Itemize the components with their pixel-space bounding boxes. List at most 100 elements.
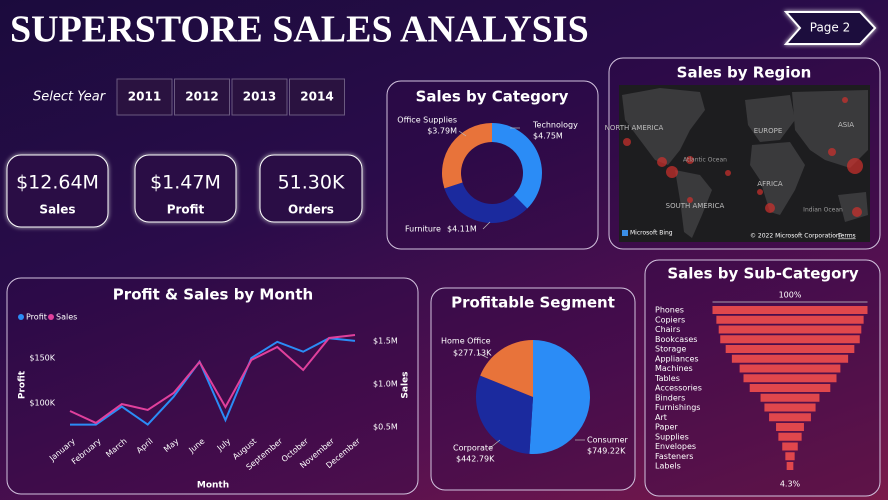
category-label: Furnishings — [655, 403, 700, 412]
y2-axis-title: Sales — [401, 371, 411, 398]
slice — [480, 340, 533, 397]
page-title: SUPERSTORE SALES ANALYSIS — [10, 9, 589, 51]
category-label: Art — [655, 413, 667, 422]
category-label: Office Supplies — [397, 116, 457, 125]
funnel-bar — [718, 325, 862, 334]
funnel-bar — [749, 384, 831, 392]
land — [622, 88, 705, 165]
year-button-label: 2011 — [128, 90, 161, 104]
page-button-label[interactable]: Page 2 — [810, 21, 851, 35]
x-axis-title: Month — [197, 481, 229, 491]
year-button-label: 2013 — [243, 90, 276, 104]
y2-tick-label: $0.5M — [373, 422, 398, 431]
kpi-value: 51.30K — [278, 172, 345, 194]
funnel-bar — [782, 442, 798, 451]
line-series — [69, 333, 356, 425]
map-provider: Microsoft Bing — [630, 230, 673, 237]
value-label: $442.79K — [456, 455, 495, 464]
funnel-bar — [739, 364, 841, 373]
category-label: Chairs — [655, 325, 680, 334]
category-label: Accessories — [655, 384, 702, 393]
y-tick-label: $100K — [29, 399, 55, 408]
map-label: AFRICA — [757, 180, 783, 188]
bubble — [847, 158, 863, 174]
funnel-bar — [731, 354, 849, 363]
funnel-bar — [743, 374, 837, 383]
value-label: $3.79M — [427, 127, 457, 136]
panel-title: Sales by Region — [677, 64, 812, 82]
value-label: $749.22K — [587, 447, 626, 456]
category-label: Furniture — [405, 225, 441, 234]
panel-title: Sales by Category — [416, 88, 569, 106]
category-label: Appliances — [655, 354, 699, 363]
map-label: Atlantic Ocean — [683, 157, 727, 164]
map-label: Indian Ocean — [803, 207, 843, 214]
year-button[interactable] — [231, 78, 288, 116]
kpi-value: $1.47M — [150, 172, 221, 194]
y-tick-label: $150K — [29, 354, 55, 363]
slicer-label: Select Year — [33, 90, 107, 105]
year-slicer: 2011 2012 2013 2014 — [116, 78, 345, 116]
funnel-bar — [769, 413, 811, 422]
leader-line — [482, 221, 491, 230]
panel-title: Profitable Segment — [451, 294, 615, 312]
category-label: Consumer — [587, 436, 629, 445]
funnel-bar — [760, 393, 820, 402]
bubble — [765, 203, 775, 213]
year-button[interactable] — [289, 78, 345, 116]
legend-marker — [18, 314, 24, 320]
value-label: 100% — [779, 291, 802, 300]
leader-line — [458, 130, 467, 137]
line-series — [70, 337, 356, 426]
funnel-bar — [716, 315, 864, 324]
value-label: $4.11M — [447, 225, 477, 234]
bubble — [828, 148, 836, 156]
category-label: Envelopes — [655, 442, 696, 451]
kpi-card — [134, 154, 237, 223]
category-label: Binders — [655, 393, 685, 402]
kpi-value: $12.64M — [16, 172, 99, 194]
map-labels: NORTH AMERICA EUROPE ASIA AFRICA SOUTH AMERI… — [605, 121, 856, 240]
funnel-bar — [725, 345, 855, 353]
map-label: SOUTH AMERICA — [666, 202, 725, 210]
bubble — [725, 170, 731, 176]
slice — [529, 340, 591, 454]
kpi-label: Sales — [39, 203, 75, 217]
year-button[interactable] — [174, 78, 230, 116]
funnel-bar — [786, 462, 794, 470]
value-label: $4.75M — [533, 132, 563, 141]
map-copyright: © 2022 Microsoft Corporation — [750, 233, 840, 240]
funnel-bar — [776, 423, 804, 431]
slice — [442, 123, 492, 189]
y2-tick-label: $1.0M — [373, 379, 398, 388]
category-panel — [386, 80, 599, 250]
category-label: Storage — [655, 345, 686, 354]
leader-line — [477, 352, 489, 359]
page-button[interactable] — [783, 11, 877, 45]
slice — [444, 182, 528, 224]
panel-title: Profit & Sales by Month — [113, 286, 313, 304]
bubble — [687, 197, 693, 203]
bubble — [623, 138, 631, 146]
region-bubbles — [623, 97, 863, 217]
bubble — [657, 157, 667, 167]
map-logo — [622, 230, 628, 236]
funnel-bar — [778, 432, 802, 441]
category-label: Home Office — [441, 337, 491, 346]
category-label: Technology — [532, 121, 578, 130]
year-button[interactable] — [116, 78, 173, 116]
kpi-label: Profit — [167, 203, 205, 217]
legend-label: Sales — [56, 313, 77, 322]
legend-label: Profit — [26, 313, 47, 322]
kpi-card — [6, 154, 109, 228]
category-label: Fasteners — [655, 452, 693, 461]
land — [792, 90, 868, 168]
land — [675, 170, 712, 238]
category-label: Copiers — [655, 315, 685, 324]
bubble — [666, 166, 678, 178]
value-label: 4.3% — [780, 480, 801, 489]
kpi-cards: $12.64M Sales $1.47M Profit 51.30K Orders — [6, 154, 363, 228]
legend-marker — [48, 314, 54, 320]
category-label: Machines — [655, 364, 693, 373]
